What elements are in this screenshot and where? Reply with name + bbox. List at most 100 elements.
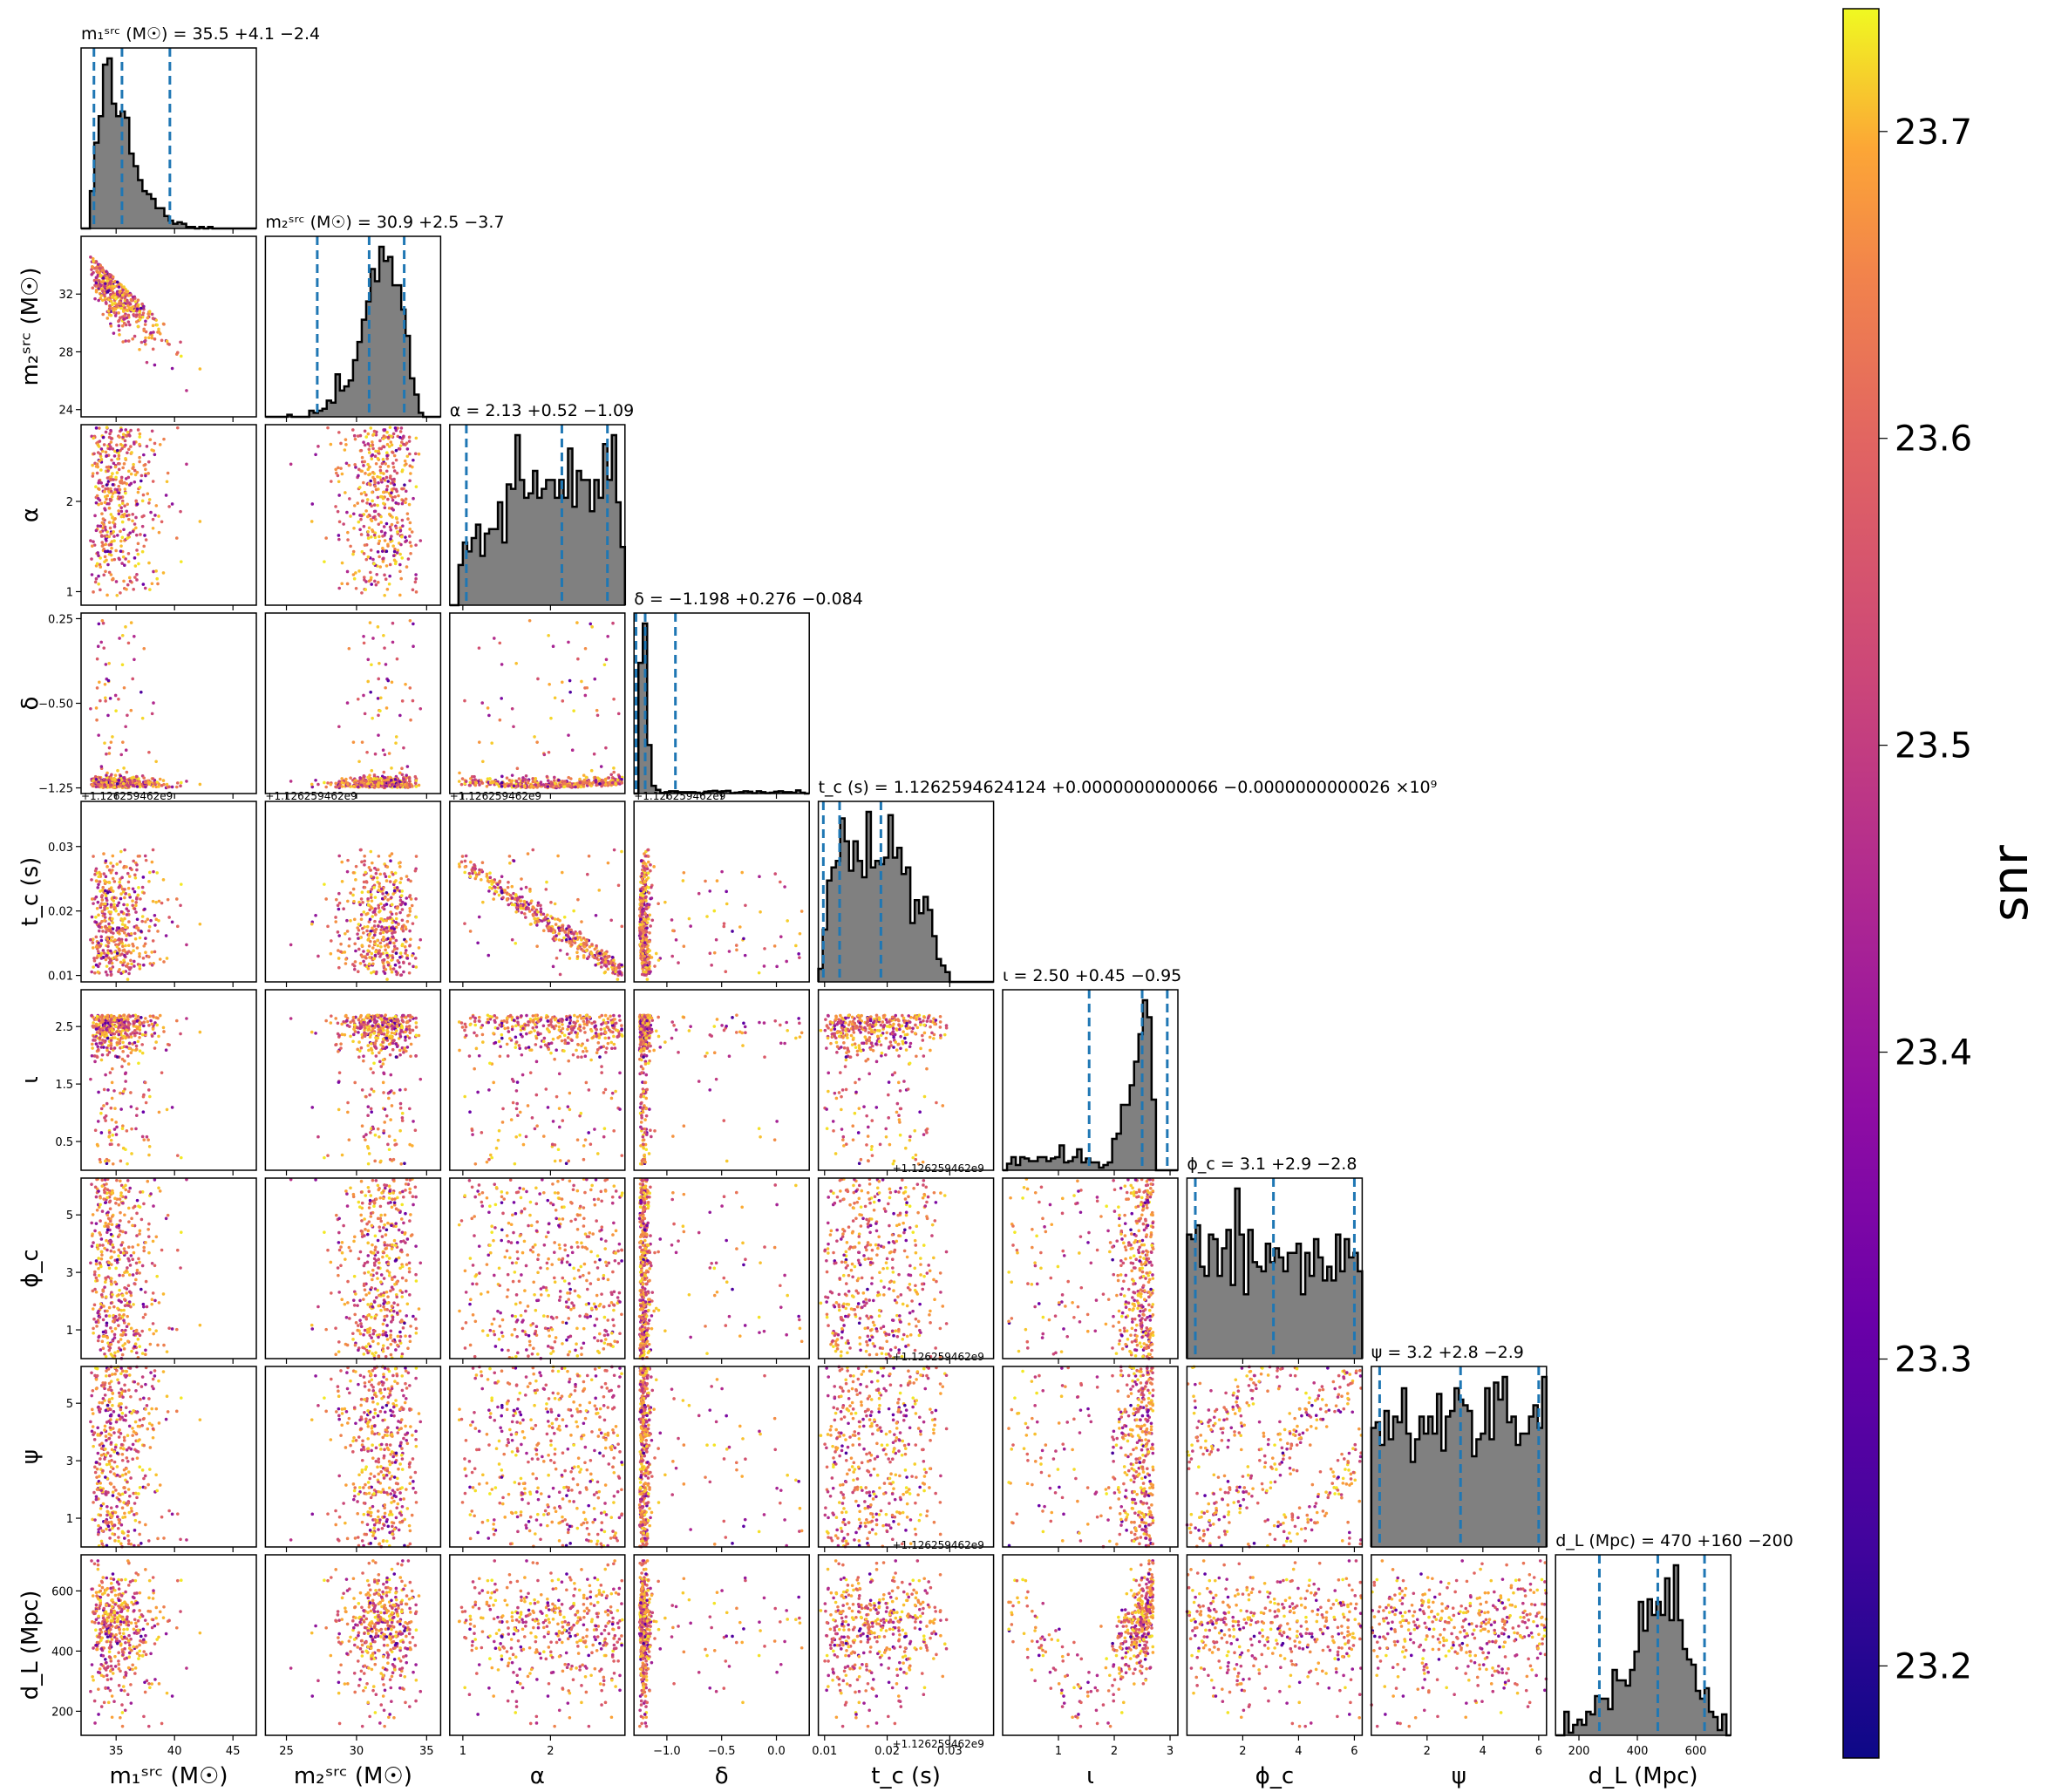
scatter-point [480,780,484,784]
scatter-point [554,937,558,941]
scatter-point [110,1118,114,1121]
scatter-point [175,781,180,785]
y-tick-label: 2 [66,496,73,509]
scatter-point [535,740,539,744]
scatter-point [414,965,418,969]
scatter-point [100,298,105,303]
scatter-point [548,682,551,686]
scatter-point [365,498,370,501]
scatter-point [132,775,135,780]
scatter-point [143,323,147,326]
scatter-point [639,956,643,960]
scatter-point [150,312,154,317]
scatter-point [611,621,615,625]
scatter-point [362,950,365,953]
scatter-point [541,912,546,916]
scatter-point [555,956,559,960]
scatter-point [126,298,129,303]
scatter-point [541,783,546,787]
scatter-point [115,862,119,866]
scatter-point [344,962,348,965]
scatter-point [124,428,128,432]
scatter-point [400,767,404,771]
scatter-point [359,533,364,536]
scatter-point [373,919,377,923]
scatter-point [99,944,102,948]
scatter-point [97,582,100,586]
scatter-point [412,458,415,462]
scatter-point [93,267,97,270]
scatter-point [99,903,103,908]
hist-bar [155,208,160,228]
scatter-point [144,538,148,542]
scatter-point [109,428,112,433]
scatter-point [643,866,646,870]
scatter-point [146,460,151,464]
scatter-point [526,781,530,785]
scatter-point [131,529,135,534]
scatter-point [90,897,94,901]
scatter-point [337,784,342,787]
scatter-point [412,644,415,648]
panel-frame [264,612,442,794]
scatter-point [583,693,588,698]
scatter-point [94,426,99,430]
scatter-point [534,921,537,924]
scatter-point [378,565,383,569]
scatter-point [463,859,467,863]
scatter-point [574,937,577,940]
scatter-point [117,484,121,488]
scatter-point [97,298,100,303]
scatter-point [123,930,126,935]
scatter-point [133,468,137,473]
scatter-point [394,951,398,955]
scatter-point [127,433,131,437]
scatter-point [119,591,122,595]
scatter-point [113,773,118,777]
hist-bar [384,261,389,417]
scatter-point [366,949,370,952]
scatter-point [95,266,99,269]
scatter-point [620,781,624,785]
scatter-point [107,746,112,750]
scatter-point [505,776,509,780]
scatter-point [522,912,527,916]
scatter-point [644,907,649,911]
scatter-point [130,451,133,454]
scatter-point [521,776,525,780]
scatter-point [89,256,92,259]
scatter-point [106,465,111,469]
scatter-point [378,949,382,952]
scatter-point [390,767,393,770]
scatter-point [417,452,421,456]
scatter-point [144,785,147,789]
scatter-point [128,579,133,583]
scatter-point [614,967,618,971]
scatter-point [363,964,367,967]
scatter-point [133,964,136,968]
scatter-point [404,949,408,952]
scatter-point [392,453,397,458]
hist-bar [607,480,613,605]
scatter-point [354,466,357,469]
panel-frame [449,612,626,794]
scatter-point [111,1066,114,1071]
scatter-point [154,900,158,904]
scatter-point [744,903,747,908]
scatter-point [351,512,356,516]
scatter-point [99,957,104,960]
scatter-point [374,583,378,587]
scatter-point [394,428,398,433]
scatter-point [374,871,378,876]
scatter-point [682,870,686,875]
scatter-point [92,452,96,456]
scatter-point [567,935,570,939]
scatter-point [378,941,383,945]
scatter-point [400,440,404,444]
scatter-point [126,871,130,876]
scatter-point [135,774,139,779]
scatter-point [381,535,384,538]
scatter-point [399,542,403,547]
scatter-point [109,513,113,516]
scatter-point [136,298,140,302]
